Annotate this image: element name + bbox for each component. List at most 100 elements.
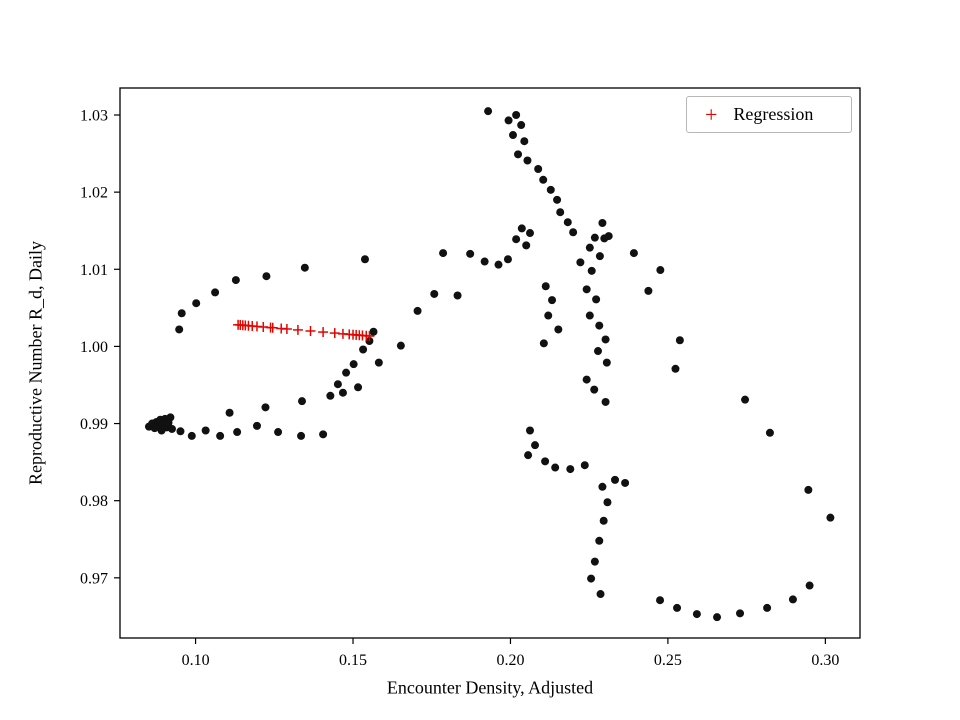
scatter-point [539,339,548,348]
scatter-point [369,327,378,336]
scatter-point [453,291,462,300]
scatter-point [713,613,722,622]
scatter-point [396,341,405,350]
scatter-point [590,233,599,242]
scatter-point [671,364,680,373]
scatter-point [225,408,234,417]
scatter-point [354,383,363,392]
scatter-point [656,266,665,275]
scatter-point [576,258,585,267]
scatter-point [585,243,594,252]
scatter-point [503,255,512,264]
scatter-point [231,276,240,285]
scatter-point [788,595,797,604]
scatter-point [544,311,553,320]
scatter-point [233,428,242,437]
x-tick-label: 0.10 [182,652,210,669]
scatter-point [216,431,225,440]
scatter-point [541,282,550,291]
scatter-point [556,208,565,217]
scatter-point [590,557,599,566]
scatter-point [480,257,489,266]
scatter-point [525,229,534,238]
scatter-point [546,185,555,194]
scatter-point [525,426,534,435]
scatter-point [590,385,599,394]
scatter-point [587,574,596,583]
x-tick-label: 0.30 [811,652,839,669]
scatter-point [504,116,513,125]
plus-marker-icon: + [705,101,718,127]
scatter-point [534,164,543,173]
scatter-point [319,430,328,439]
scatter-point [466,249,475,258]
scatter-point [580,461,589,470]
scatter-point [298,397,307,406]
y-axis-label: Reproductive Number R_d, Daily [25,241,46,485]
scatter-point [342,368,351,377]
scatter-point [551,463,560,472]
legend: + Regression [686,96,852,133]
y-tick-label: 0.97 [80,570,108,587]
scatter-point [585,311,594,320]
y-tick-label: 1.01 [80,262,108,279]
scatter-point [192,299,201,308]
scatter-point [595,321,604,330]
y-tick-label: 1.03 [80,107,108,124]
scatter-point [826,513,835,522]
scatter-point [374,358,383,367]
scatter-point [338,388,347,397]
y-tick-label: 0.99 [80,416,108,433]
scatter-point [656,596,665,605]
scatter-point [604,232,613,241]
scatter-point [692,610,701,619]
scatter-point [167,424,176,433]
scatter-point [595,252,604,261]
scatter-point [629,249,638,258]
scatter-point [520,137,529,146]
scatter-point [360,255,369,264]
scatter-point [675,336,684,345]
scatter-point [611,475,620,484]
scatter-point [430,289,439,298]
scatter-point [592,295,601,304]
x-tick-label: 0.25 [654,652,682,669]
scatter-point [602,358,611,367]
scatter-point [274,428,283,437]
scatter-point [187,431,196,440]
scatter-point [601,335,610,344]
scatter-point [524,451,533,460]
scatter-point [166,413,175,422]
scatter-point [517,121,526,130]
y-tick-label: 1.02 [80,185,108,202]
y-tick-label: 1.00 [80,339,108,356]
x-axis-label: Encounter Density, Adjusted [386,677,594,698]
scatter-point [494,260,503,269]
scatter-point [176,427,185,436]
scatter-point [569,228,578,237]
scatter-point [517,224,526,233]
scatter-point [439,249,448,258]
scatter-point [805,581,814,590]
scatter-point [252,421,261,430]
scatter-point [765,428,774,437]
scatter-point [644,286,653,295]
scatter-point [599,516,608,525]
scatter-point [601,397,610,406]
scatter-point [673,603,682,612]
scatter-point [587,266,596,275]
axes-frame [119,87,861,639]
legend-label: Regression [733,104,814,124]
scatter-point [175,325,184,334]
scatter-point [804,485,813,494]
scatter-point [621,478,630,487]
scatter-point [508,131,517,140]
scatter-point [566,465,575,474]
scatter-point [554,325,563,334]
scatter-point [512,235,521,244]
scatter-point [553,195,562,204]
scatter-point [211,288,220,297]
scatter-point [514,150,523,159]
